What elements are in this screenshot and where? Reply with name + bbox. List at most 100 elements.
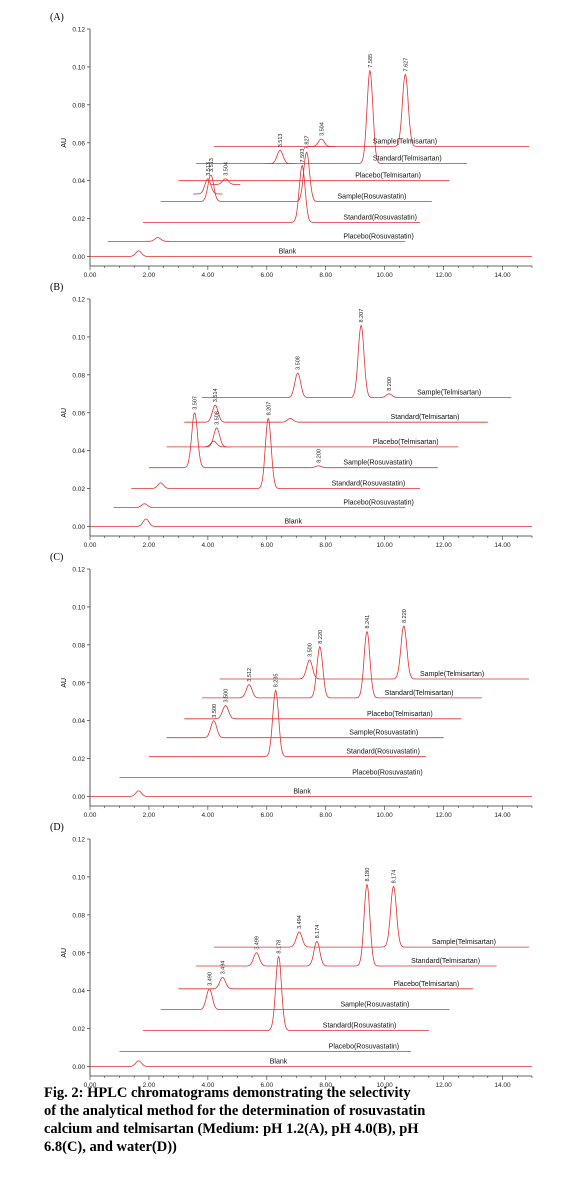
x-tick-label: 12.00 [435, 272, 452, 278]
chromatogram-panel: (B) 0.00 0.02 0.04 0.06 0.08 0.10 0.12 0.00 2.00 4… [50, 282, 533, 548]
y-tick-label: 0.12 [72, 567, 85, 574]
series-trace [143, 955, 429, 1031]
chromatogram-figure: (A) 0.00 0.02 0.04 0.06 0.08 0.10 0.12 0.00 2.00 4… [50, 12, 533, 1088]
x-tick-label: 8.00 [319, 542, 332, 548]
series-trace [143, 164, 420, 223]
peak-label: 3.507 [193, 396, 199, 410]
y-tick-label: 0.08 [72, 912, 85, 919]
y-axis-title: AU [61, 138, 68, 148]
x-tick-label: 2.00 [143, 542, 156, 548]
chromatogram-panel: (A) 0.00 0.02 0.04 0.06 0.08 0.10 0.12 0.00 2.00 4… [50, 12, 533, 278]
x-tick-label: 4.00 [202, 1082, 215, 1088]
series-trace [148, 412, 438, 469]
y-tick-label: 0.06 [72, 140, 85, 147]
series-label: Sample(Rosuvastatin) [340, 1002, 409, 1009]
x-tick-label: 0.00 [84, 542, 97, 548]
x-tick-label: 8.00 [319, 272, 332, 278]
y-tick-label: 0.00 [72, 794, 85, 801]
y-tick-label: 0.10 [72, 334, 85, 341]
series-trace [166, 440, 459, 448]
x-tick-label: 4.00 [202, 272, 215, 278]
x-tick-label: 2.00 [143, 1082, 156, 1088]
peak-label: 7.627 [403, 58, 409, 72]
peak-label: 3.500 [308, 643, 314, 657]
x-tick-label: 6.00 [260, 272, 273, 278]
peak-label: 8.220 [318, 630, 324, 644]
x-tick-label: 8.00 [319, 812, 332, 818]
series-label: Standard(Rosuvastatin) [343, 214, 417, 221]
y-tick-label: 0.08 [72, 642, 85, 649]
peak-label: 8.200 [316, 449, 322, 463]
series-label: Sample(Telmisartan) [432, 939, 496, 946]
series-label: Blank [279, 249, 297, 256]
y-tick-label: 0.00 [72, 524, 85, 531]
peak-label: 8.174 [315, 925, 321, 939]
peak-label: 3.490 [207, 972, 213, 986]
series-trace [178, 976, 474, 990]
peak-label: 8.180 [365, 868, 371, 882]
series-trace [90, 518, 532, 527]
x-tick-label: 10.00 [377, 1082, 394, 1088]
x-tick-label: 12.00 [435, 812, 452, 818]
panel-label: (D) [50, 822, 64, 833]
series-trace [113, 503, 406, 508]
peak-trace [193, 178, 223, 195]
y-tick-label: 0.02 [72, 486, 85, 493]
peak-label: 8.235 [274, 674, 280, 688]
series-label: Sample(Telmisartan) [420, 671, 484, 678]
series-label: Standard(Rosuvastatin) [346, 749, 420, 756]
series-label: Standard(Telmisartan) [385, 690, 454, 697]
peak-label: 3.512 [247, 668, 253, 682]
y-axis-title: AU [61, 678, 68, 688]
y-tick-label: 0.02 [72, 216, 85, 223]
series-label: Sample(Telmisartan) [417, 390, 481, 397]
caption-line: of the analytical method for the determi… [44, 1103, 426, 1119]
y-tick-label: 0.06 [72, 410, 85, 417]
series-trace [202, 324, 512, 398]
series-trace [90, 1060, 532, 1067]
caption-line: Fig. 2: HPLC chromatograms demonstrating… [44, 1085, 411, 1101]
series-label: Placebo(Rosuvastatin) [352, 770, 422, 777]
x-tick-label: 12.00 [435, 1082, 452, 1088]
x-tick-label: 14.00 [494, 812, 511, 818]
series-trace [184, 705, 462, 720]
series-label: Sample(Telmisartan) [373, 139, 437, 146]
peak-label: 3.513 [278, 134, 284, 148]
y-tick-label: 0.10 [72, 64, 85, 71]
series-trace [131, 418, 420, 489]
series-trace [219, 625, 530, 680]
y-tick-label: 0.08 [72, 372, 85, 379]
series-trace [90, 790, 532, 797]
peak-label: 8.207 [359, 309, 365, 323]
y-tick-label: 0.06 [72, 680, 85, 687]
peak-label: 3.504 [224, 162, 230, 176]
y-tick-label: 0.02 [72, 756, 85, 763]
x-tick-label: 6.00 [260, 812, 273, 818]
series-label: Placebo(Telmisartan) [355, 173, 421, 180]
peak-label: 3.494 [297, 915, 303, 929]
x-tick-label: 14.00 [494, 542, 511, 548]
series-label: Placebo(Rosuvastatin) [343, 500, 413, 507]
series-label: Blank [270, 1059, 288, 1066]
y-tick-label: 0.12 [72, 837, 85, 844]
series-label: Sample(Rosuvastatin) [343, 460, 412, 467]
series-trace [213, 73, 530, 147]
x-tick-label: 14.00 [494, 1082, 511, 1088]
y-tick-label: 0.00 [72, 254, 85, 261]
peak-label: 8.174 [392, 870, 398, 884]
peak-trace [210, 178, 241, 185]
series-trace [166, 720, 444, 739]
series-label: Sample(Rosuvastatin) [349, 730, 418, 737]
x-tick-label: 8.00 [319, 1082, 332, 1088]
peak-label: 8.207 [266, 402, 272, 416]
figure-caption: Fig. 2: HPLC chromatograms demonstrating… [44, 1084, 558, 1156]
series-label: Standard(Telmisartan) [391, 414, 460, 421]
y-tick-label: 0.12 [72, 27, 85, 34]
peak-label: 8.220 [402, 609, 408, 623]
series-trace [196, 883, 497, 967]
caption-line: calcium and telmisartan (Medium: pH 1.2(… [44, 1121, 419, 1137]
chromatogram-panel: (D) 0.00 0.02 0.04 0.06 0.08 0.10 0.12 0.00 2.00 4… [50, 822, 533, 1088]
series-label: Sample(Rosuvastatin) [338, 194, 407, 201]
series-label: Placebo(Telmisartan) [373, 439, 439, 446]
peak-label: 3.514 [213, 388, 219, 402]
